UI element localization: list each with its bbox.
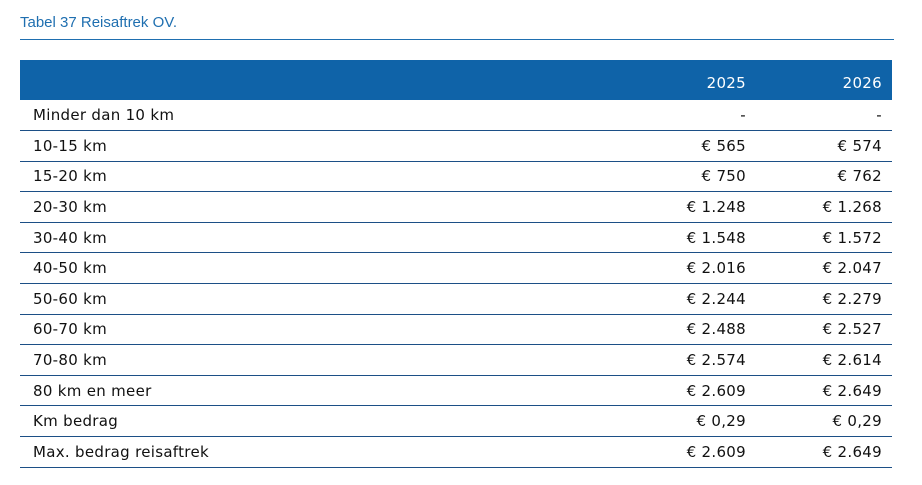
value-cell: € 2.609 <box>686 442 746 461</box>
row-label: Km bedrag <box>33 412 119 431</box>
header-cell: 2025 <box>706 74 746 92</box>
table-row: 10-15 km € 565 € 574 <box>20 131 892 162</box>
value-cell: € 574 <box>837 136 882 155</box>
value-cell: € 565 <box>701 136 746 155</box>
value-cell: € 2.047 <box>822 259 882 278</box>
value-cell: € 2.649 <box>822 381 882 400</box>
header-cell <box>20 60 620 100</box>
value-cell: € 2.244 <box>686 289 746 308</box>
row-label: Max. bedrag reisaftrek <box>33 442 209 461</box>
value-cell: € 1.268 <box>822 198 882 217</box>
row-label: 10-15 km <box>33 136 108 155</box>
value-cell: - <box>740 106 746 125</box>
title-rule <box>20 39 894 40</box>
value-cell: € 2.574 <box>686 351 746 370</box>
header-row: 2025 2026 <box>20 60 892 100</box>
row-label: 70-80 km <box>33 351 108 370</box>
table-row: 60-70 km € 2.488 € 2.527 <box>20 314 892 345</box>
row-label: 30-40 km <box>33 228 108 247</box>
value-cell: € 0,29 <box>832 412 882 431</box>
table-row: 15-20 km € 750 € 762 <box>20 161 892 192</box>
value-cell: € 2.016 <box>686 259 746 278</box>
value-cell: € 762 <box>837 167 882 186</box>
value-cell: € 2.614 <box>822 351 882 370</box>
value-cell: - <box>876 106 882 125</box>
value-cell: € 1.572 <box>822 228 882 247</box>
value-cell: € 2.279 <box>822 289 882 308</box>
table-row: 50-60 km € 2.244 € 2.279 <box>20 284 892 315</box>
table-header: 2025 2026 <box>20 60 892 100</box>
table-title: Tabel 37 Reisaftrek OV. <box>20 14 178 31</box>
row-label: 20-30 km <box>33 198 108 217</box>
table-row: 80 km en meer € 2.609 € 2.649 <box>20 375 892 406</box>
table-row: Minder dan 10 km - - <box>20 100 892 131</box>
row-label: Minder dan 10 km <box>33 106 175 125</box>
value-cell: € 1.548 <box>686 228 746 247</box>
value-cell: € 2.649 <box>822 442 882 461</box>
table-row: 70-80 km € 2.574 € 2.614 <box>20 345 892 376</box>
value-cell: € 2.488 <box>686 320 746 339</box>
table-row: 40-50 km € 2.016 € 2.047 <box>20 253 892 284</box>
row-label: 80 km en meer <box>33 381 152 400</box>
row-label: 15-20 km <box>33 167 108 186</box>
value-cell: € 2.609 <box>686 381 746 400</box>
value-cell: € 750 <box>701 167 746 186</box>
table: 2025 2026 Minder dan 10 km - - 10-15 km € 56… <box>20 60 892 468</box>
value-cell: € 0,29 <box>696 412 746 431</box>
row-label: 50-60 km <box>33 289 108 308</box>
table-row: 20-30 km € 1.248 € 1.268 <box>20 192 892 223</box>
table-body: Minder dan 10 km - - 10-15 km € 565 € 574 15-2… <box>20 100 892 468</box>
table-row: Km bedrag € 0,29 € 0,29 <box>20 406 892 437</box>
value-cell: € 2.527 <box>822 320 882 339</box>
header-cell: 2026 <box>842 74 882 92</box>
row-label: 60-70 km <box>33 320 108 339</box>
value-cell: € 1.248 <box>686 198 746 217</box>
table-row: 30-40 km € 1.548 € 1.572 <box>20 222 892 253</box>
table-row: Max. bedrag reisaftrek € 2.609 € 2.649 <box>20 437 892 468</box>
row-label: 40-50 km <box>33 259 108 278</box>
